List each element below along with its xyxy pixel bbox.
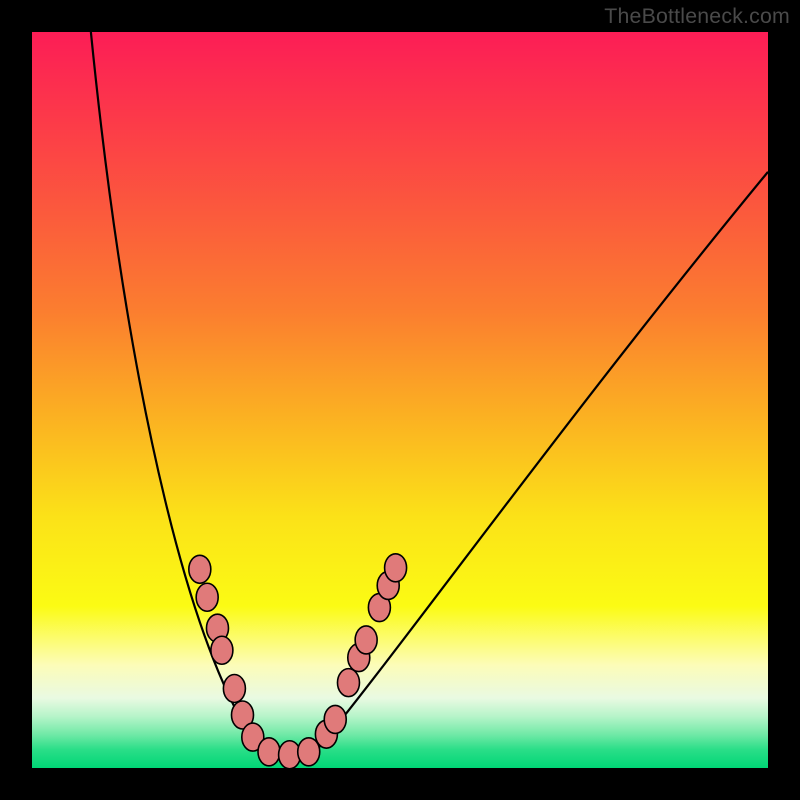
data-marker-3 (211, 636, 233, 664)
data-marker-17 (385, 554, 407, 582)
data-marker-0 (189, 555, 211, 583)
data-marker-7 (258, 738, 280, 766)
bottleneck-plot (32, 32, 768, 768)
data-marker-4 (223, 675, 245, 703)
chart-container: TheBottleneck.com (0, 0, 800, 800)
data-marker-14 (355, 626, 377, 654)
watermark-text: TheBottleneck.com (604, 4, 790, 29)
data-marker-1 (196, 583, 218, 611)
data-marker-11 (324, 705, 346, 733)
data-marker-12 (337, 669, 359, 697)
